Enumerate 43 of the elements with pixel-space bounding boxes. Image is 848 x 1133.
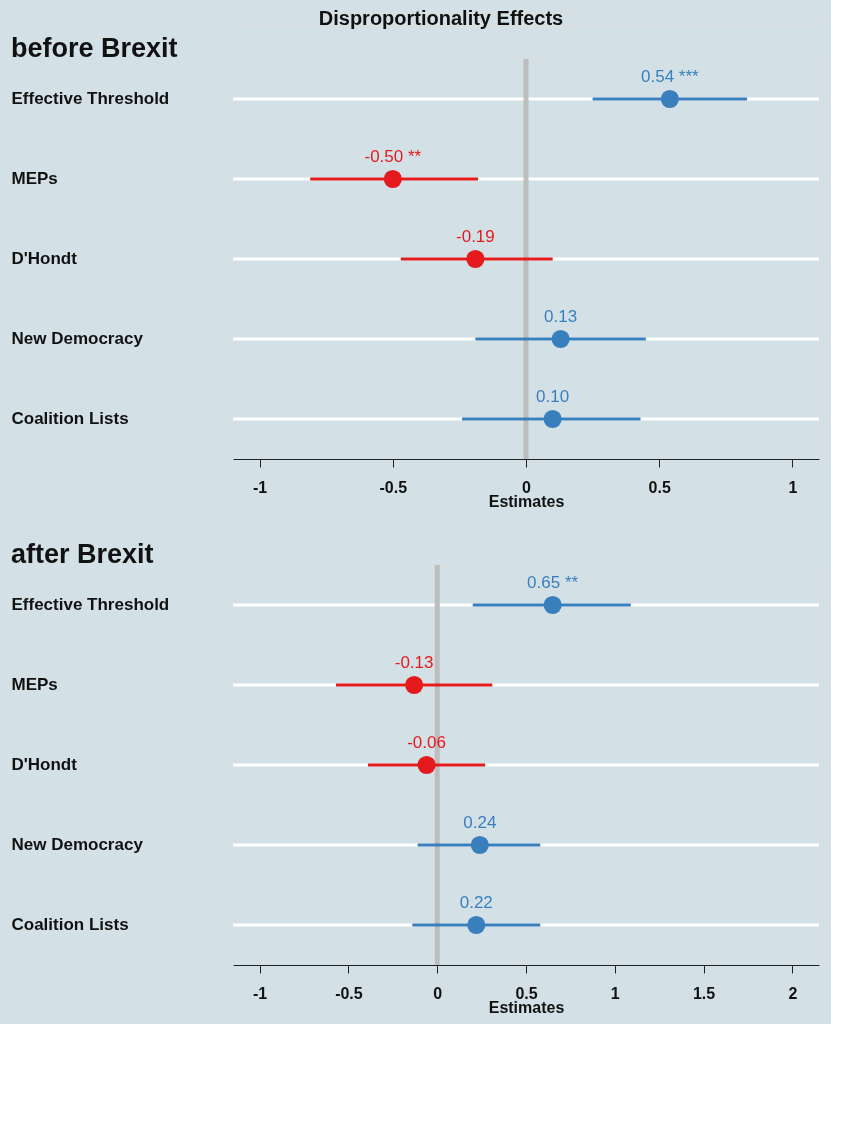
point [470, 835, 489, 855]
x-tick-label: 1 [788, 478, 798, 496]
point [466, 249, 485, 269]
x-tick-label: 1.5 [692, 984, 716, 1002]
y-tick-label: D'Hondt [11, 249, 78, 268]
data-label: 0.65 ** [527, 573, 579, 592]
data-label: 0.13 [544, 307, 578, 326]
point [405, 675, 424, 695]
y-tick-label: Effective Threshold [11, 89, 170, 108]
data-label: 0.24 [463, 813, 497, 832]
y-tick-label: MEPs [11, 169, 58, 188]
y-tick-label: Coalition Lists [11, 915, 129, 934]
y-tick-label: Effective Threshold [11, 595, 170, 614]
x-tick-label: 0 [433, 984, 443, 1002]
chart-title: Disproportionality Effects [318, 7, 564, 29]
x-tick-label: -1 [253, 478, 268, 496]
point [543, 409, 562, 429]
x-tick-label: -1 [253, 984, 268, 1002]
point [543, 595, 562, 615]
data-label: 0.22 [459, 893, 493, 912]
x-tick-label: -0.5 [379, 478, 408, 496]
y-tick-label: MEPs [11, 675, 58, 694]
point [467, 915, 486, 935]
y-tick-label: D'Hondt [11, 755, 78, 774]
point [551, 329, 570, 349]
chart-title: after Brexit [11, 538, 154, 569]
chart-subtitle: before Brexit [11, 32, 178, 63]
x-tick-label: 1 [610, 984, 620, 1002]
y-tick-label: Coalition Lists [11, 409, 129, 428]
data-label: -0.13 [394, 653, 434, 672]
point [383, 169, 402, 189]
data-label: 0.54 *** [641, 67, 700, 86]
y-tick-label: New Democracy [11, 329, 144, 348]
data-label: -0.50 ** [364, 147, 422, 166]
point [417, 755, 436, 775]
point [660, 89, 679, 109]
x-tick-label: 2 [788, 984, 798, 1002]
data-label: 0.10 [536, 387, 570, 406]
data-label: -0.06 [407, 733, 446, 752]
data-label: -0.19 [456, 227, 495, 246]
x-tick-label: 0.5 [648, 478, 671, 496]
y-tick-label: New Democracy [11, 835, 144, 854]
x-tick-label: -0.5 [335, 984, 363, 1002]
